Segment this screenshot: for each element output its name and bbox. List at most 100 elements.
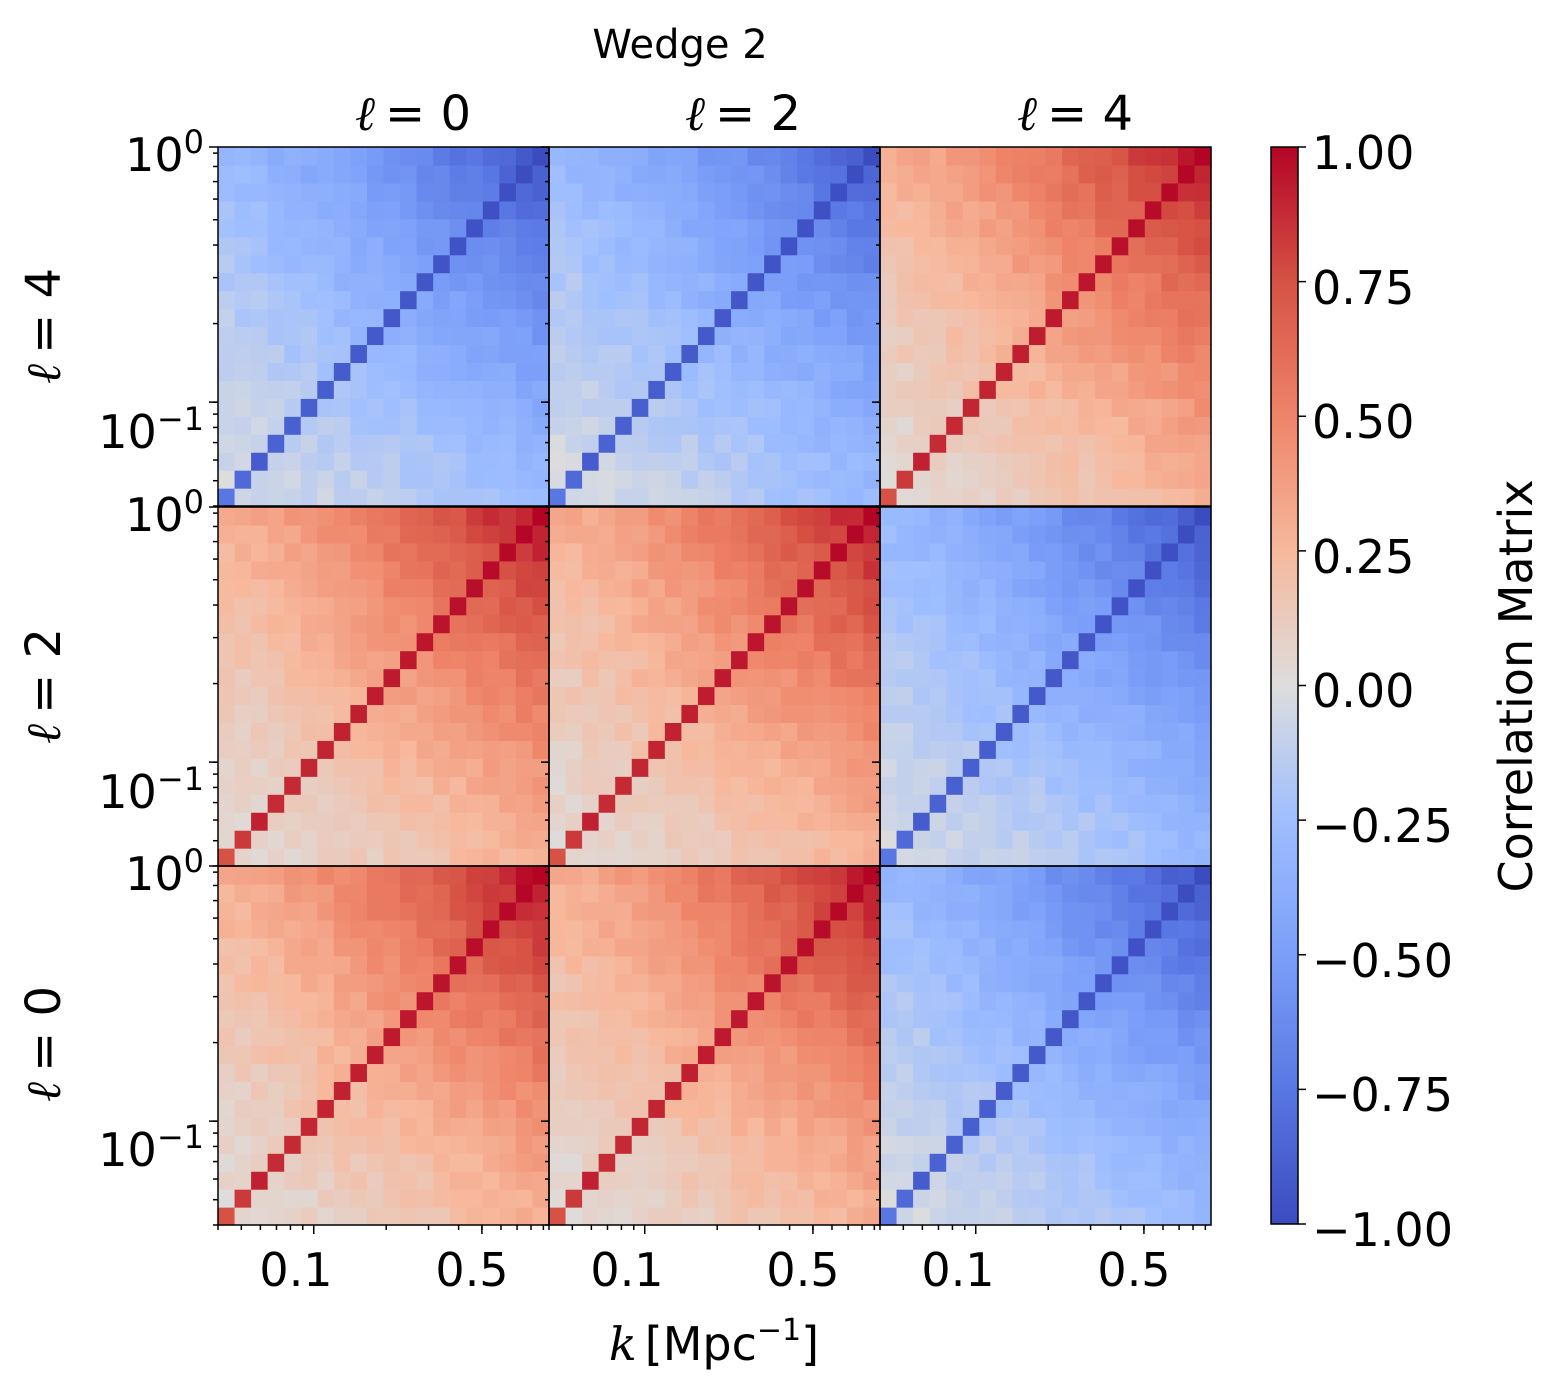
heatmap-cell — [731, 632, 749, 652]
heatmap-cell — [1177, 776, 1196, 795]
heatmap-cell — [731, 866, 749, 885]
heatmap-cell — [1045, 919, 1063, 939]
heatmap-cell — [1144, 1117, 1162, 1136]
heatmap-cell — [549, 218, 567, 238]
heatmap-cell — [1095, 578, 1113, 598]
heatmap-cell — [780, 668, 798, 688]
heatmap-cell — [615, 991, 633, 1011]
heatmap-cell — [615, 147, 633, 166]
heatmap-cell — [979, 290, 997, 310]
heatmap-cell — [433, 1189, 451, 1208]
heatmap-cell — [1062, 650, 1080, 670]
heatmap-cell — [234, 182, 252, 202]
heatmap-cell — [366, 650, 385, 670]
heatmap-cell — [896, 1153, 914, 1172]
heatmap-cell — [1111, 1009, 1129, 1029]
heatmap-cell — [466, 1063, 484, 1082]
heatmap-cell — [813, 1009, 831, 1029]
heatmap-cell — [549, 1135, 567, 1154]
heatmap-cell — [830, 919, 848, 939]
heatmap-cell — [664, 1153, 682, 1172]
heatmap-cell — [995, 919, 1013, 939]
heatmap-cell — [731, 794, 749, 813]
heatmap-cell — [995, 740, 1013, 759]
heatmap-cell — [234, 362, 252, 381]
heatmap-cell — [532, 272, 550, 292]
heatmap-cell — [1095, 1009, 1113, 1029]
heatmap-cell — [780, 973, 798, 993]
heatmap-cell — [317, 488, 335, 507]
heatmap-cell — [1045, 776, 1063, 795]
heatmap-cell — [1095, 632, 1113, 652]
heatmap-cell — [731, 596, 749, 616]
heatmap-cell — [284, 1153, 302, 1172]
heatmap-cell — [251, 1189, 269, 1208]
heatmap-cell — [234, 398, 252, 417]
heatmap-cell — [267, 218, 285, 238]
heatmap-cell — [549, 344, 567, 363]
heatmap-cell — [697, 1171, 716, 1190]
heatmap-cell — [582, 362, 600, 381]
heatmap-cell — [813, 614, 831, 634]
heatmap-cell — [747, 1063, 765, 1082]
heatmap-cell — [1161, 704, 1179, 723]
heatmap-cell — [913, 470, 931, 489]
heatmap-cell — [880, 758, 898, 777]
heatmap-cell — [1095, 901, 1113, 921]
heatmap-cell — [400, 650, 418, 670]
heatmap-cell — [764, 507, 782, 526]
heatmap-cell — [582, 794, 600, 813]
heatmap-cell — [333, 740, 351, 759]
heatmap-cell — [714, 560, 732, 580]
heatmap-cell — [366, 866, 385, 885]
colorbar-tick-label: −0.75 — [1312, 1068, 1453, 1122]
heatmap-cell — [714, 380, 732, 399]
heatmap-cell — [764, 236, 782, 256]
heatmap-cell — [333, 668, 351, 688]
heatmap-cell — [449, 578, 467, 598]
heatmap-cell — [846, 398, 865, 417]
heatmap-cell — [565, 1117, 583, 1136]
heatmap-cell — [880, 919, 898, 939]
heatmap-cell — [664, 1171, 682, 1190]
heatmap-cell — [747, 1099, 765, 1118]
heatmap-cell — [615, 776, 633, 795]
heatmap-cell — [714, 1045, 732, 1065]
heatmap-cell — [813, 578, 831, 598]
heatmap-cell — [896, 740, 914, 759]
heatmap-cell — [416, 452, 434, 471]
heatmap-cell — [499, 470, 517, 489]
heatmap-cell — [995, 488, 1013, 507]
heatmap-cell — [830, 1153, 848, 1172]
heatmap-cell — [780, 686, 798, 706]
heatmap-cell — [830, 434, 848, 453]
heatmap-cell — [995, 1207, 1013, 1226]
heatmap-cell — [1045, 290, 1063, 310]
heatmap-cell — [251, 236, 269, 256]
heatmap-cell — [830, 218, 848, 238]
heatmap-cell — [234, 452, 252, 471]
y-tick-label-top-row1: 100 — [125, 483, 204, 542]
heatmap-cell — [383, 182, 401, 202]
heatmap-cell — [267, 272, 285, 292]
heatmap-cell — [1012, 632, 1030, 652]
heatmap-cell — [449, 434, 467, 453]
heatmap-cell — [433, 398, 451, 417]
heatmap-cell — [317, 524, 335, 544]
heatmap-cell — [449, 542, 467, 562]
heatmap-cell — [366, 147, 385, 166]
heatmap-cell — [1128, 236, 1146, 256]
heatmap-cell — [234, 632, 252, 652]
heatmap-cell — [1045, 452, 1063, 471]
heatmap-cell — [300, 866, 318, 885]
heatmap-cell — [1144, 560, 1162, 580]
heatmap-cell — [1095, 668, 1113, 688]
heatmap-cell — [1062, 848, 1080, 867]
heatmap-cell — [565, 200, 583, 220]
heatmap-cell — [1045, 973, 1063, 993]
heatmap-cell — [764, 1207, 782, 1226]
heatmap-cell — [962, 632, 980, 652]
heatmap-cell — [962, 1207, 980, 1226]
heatmap-cell — [300, 1153, 318, 1172]
heatmap-cell — [913, 1009, 931, 1029]
